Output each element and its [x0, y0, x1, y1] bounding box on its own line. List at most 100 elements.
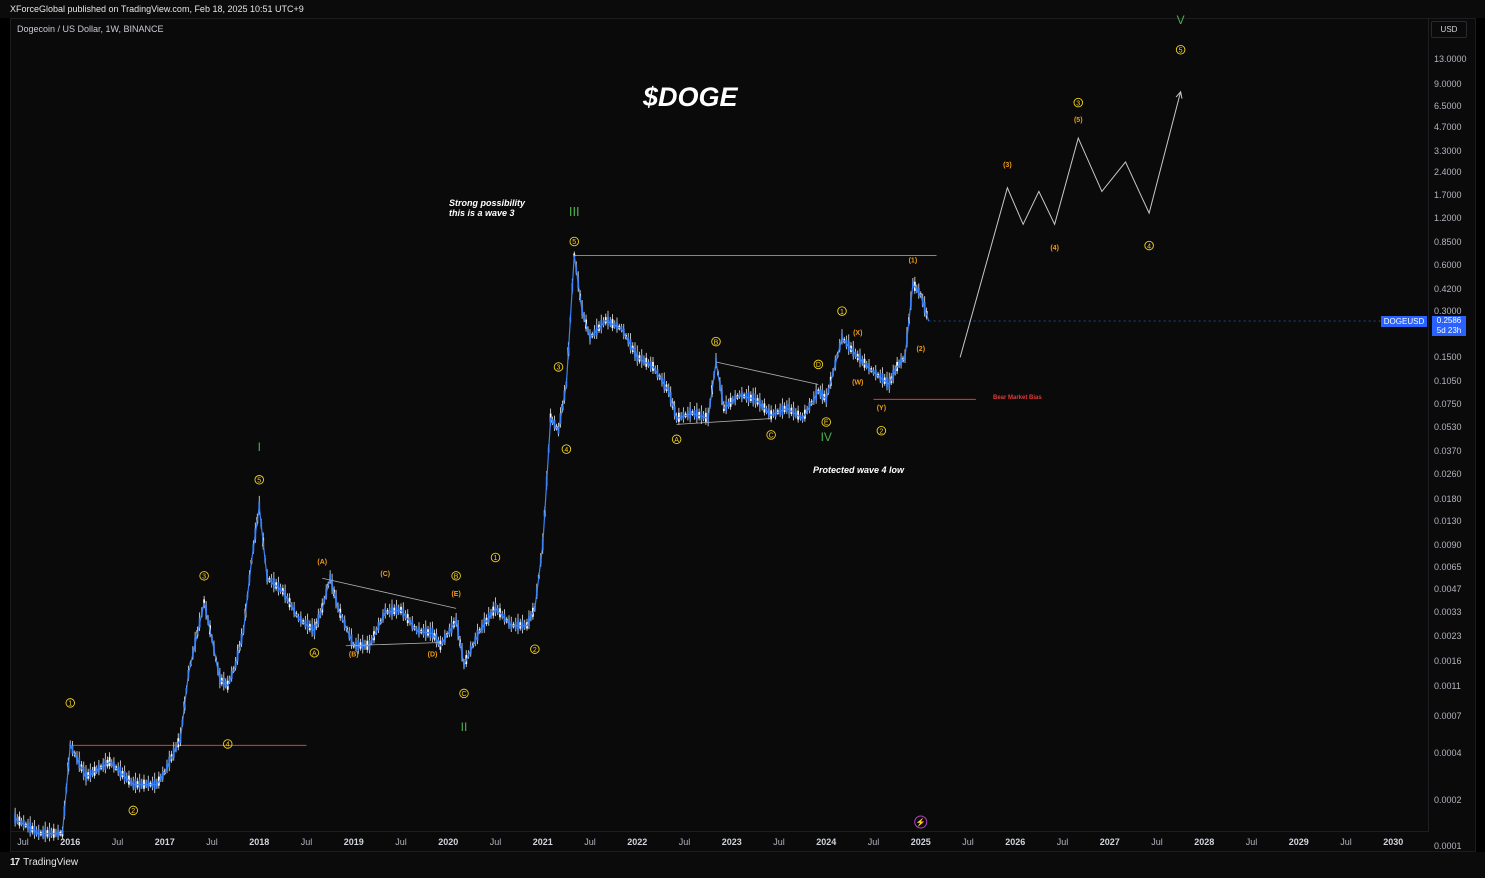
- candle-body: [258, 501, 261, 512]
- wave-label-circle: [309, 648, 320, 658]
- wave-label-circle: [1073, 97, 1083, 108]
- price-tick-label: 0.8500: [1434, 236, 1462, 247]
- wave-label: A: [312, 651, 317, 658]
- price-tick-label: 9.0000: [1434, 78, 1462, 89]
- time-tick-label: 2021: [532, 837, 553, 847]
- wave-label: 4: [226, 742, 230, 749]
- price-tick-label: 0.0180: [1434, 494, 1462, 504]
- wave-label: B: [714, 339, 719, 346]
- time-tick-label: Jul: [678, 837, 691, 847]
- price-tick-label: 0.0260: [1434, 469, 1462, 480]
- bar-countdown: 5d 23h: [1436, 326, 1462, 335]
- time-tick-label: 2023: [721, 837, 742, 847]
- wave-label: 2: [879, 428, 883, 435]
- wave-label: (1): [909, 258, 918, 265]
- wave-label-circle: [490, 552, 501, 563]
- wave-label-circle: [1144, 240, 1154, 251]
- candle-body: [203, 599, 206, 606]
- wave-label: E: [824, 420, 829, 427]
- price-tick-label: 0.0370: [1434, 445, 1462, 456]
- tv-logo-icon: 17: [10, 857, 20, 868]
- time-tick-label: 2024: [816, 837, 837, 847]
- price-tick-label: 0.0002: [1434, 794, 1462, 805]
- time-tick-label: 2017: [154, 837, 175, 847]
- wave-label: A: [674, 437, 679, 444]
- time-tick-label: Jul: [1340, 837, 1352, 847]
- price-tick-label: 3.3000: [1434, 145, 1462, 156]
- wave3-note-line2: this is a wave 3: [449, 208, 515, 218]
- last-price: 0.2586: [1436, 316, 1462, 325]
- projection-arrowhead: [1175, 90, 1183, 99]
- brand-name: TradingView: [23, 857, 79, 868]
- wave-label: (D): [428, 652, 438, 659]
- price-tick-label: 0.4200: [1434, 283, 1462, 294]
- wave-label: 1: [68, 701, 72, 708]
- triangle-upper-line: [322, 577, 457, 609]
- wave-label: (C): [380, 571, 390, 578]
- protected-wave4-note: Protected wave 4 low: [813, 465, 905, 475]
- currency-selector[interactable]: USD: [1431, 21, 1467, 38]
- tradingview-brand[interactable]: 17 TradingView: [10, 857, 78, 868]
- wave-label-circle: [530, 644, 540, 654]
- wave-degree-label: IV: [821, 430, 832, 444]
- price-tick-label: 0.0016: [1434, 655, 1462, 666]
- chart-frame[interactable]: [10, 18, 1476, 852]
- footer-bar: [0, 852, 1485, 878]
- price-tick-label: 4.7000: [1434, 122, 1462, 133]
- candle-body: [715, 357, 717, 366]
- price-tick-label: 6.5000: [1434, 100, 1462, 111]
- candle-body: [517, 619, 519, 631]
- price-tick-label: 0.0011: [1434, 680, 1461, 691]
- wave-label: (A): [317, 559, 327, 566]
- time-tick-label: 2026: [1005, 837, 1026, 847]
- wave-label: (X): [853, 330, 862, 337]
- wave-degree-label: I: [258, 440, 261, 454]
- wave-label: (E): [451, 591, 460, 598]
- price-tick-label: 0.0090: [1434, 540, 1462, 551]
- price-line: [14, 255, 930, 835]
- time-tick-label: 2019: [343, 837, 364, 847]
- price-tick-label: 0.0530: [1434, 421, 1462, 432]
- wave-label-circle: [711, 336, 721, 347]
- time-tick-label: Jul: [111, 837, 124, 847]
- time-tick-label: 2025: [910, 837, 931, 847]
- wave-label-circle: [671, 434, 682, 445]
- wave-label: (W): [852, 379, 863, 386]
- triangle-upper-line: [715, 361, 819, 385]
- price-tick-label: 1.7000: [1434, 190, 1462, 201]
- wave-label: 5: [257, 477, 261, 484]
- wave-label: 1: [494, 555, 498, 562]
- wave-label-circle: [254, 475, 264, 485]
- wave-label: 3: [202, 574, 206, 581]
- price-tick-label: 0.0065: [1434, 562, 1462, 573]
- time-axis-divider: [10, 831, 1429, 832]
- wave-label: (2): [916, 346, 925, 353]
- wave-label-circle: [876, 426, 887, 436]
- price-tick-label: 0.1500: [1434, 352, 1462, 363]
- price-tick-label: 0.0047: [1434, 583, 1462, 594]
- candle-body: [573, 253, 576, 258]
- time-tick-label: Jul: [489, 837, 502, 847]
- projection-path: [959, 91, 1182, 358]
- wave3-note-line1: Strong possibility: [449, 198, 526, 208]
- time-tick-label: Jul: [1245, 837, 1258, 847]
- wave-label: (Y): [877, 405, 886, 412]
- wave-label-circle: [821, 417, 832, 427]
- time-tick-label: 2027: [1099, 837, 1120, 847]
- price-tick-label: 0.6000: [1434, 259, 1462, 270]
- wave-label-circle: [222, 739, 233, 749]
- candle-body: [14, 813, 17, 824]
- price-tick-label: 0.0750: [1434, 398, 1462, 409]
- time-tick-label: Jul: [773, 837, 785, 847]
- wave-label: 5: [572, 239, 576, 246]
- wave-label-circle: [553, 362, 564, 372]
- candle-body: [153, 778, 156, 790]
- wave-label: 3: [557, 365, 561, 372]
- wave-label: (B): [349, 652, 359, 659]
- wave-label-circle: [837, 306, 847, 316]
- wave-label-circle: [1175, 45, 1186, 55]
- time-tick-label: Jul: [962, 837, 974, 847]
- wave-degree-label: II: [461, 720, 468, 734]
- time-tick-label: Jul: [867, 837, 880, 847]
